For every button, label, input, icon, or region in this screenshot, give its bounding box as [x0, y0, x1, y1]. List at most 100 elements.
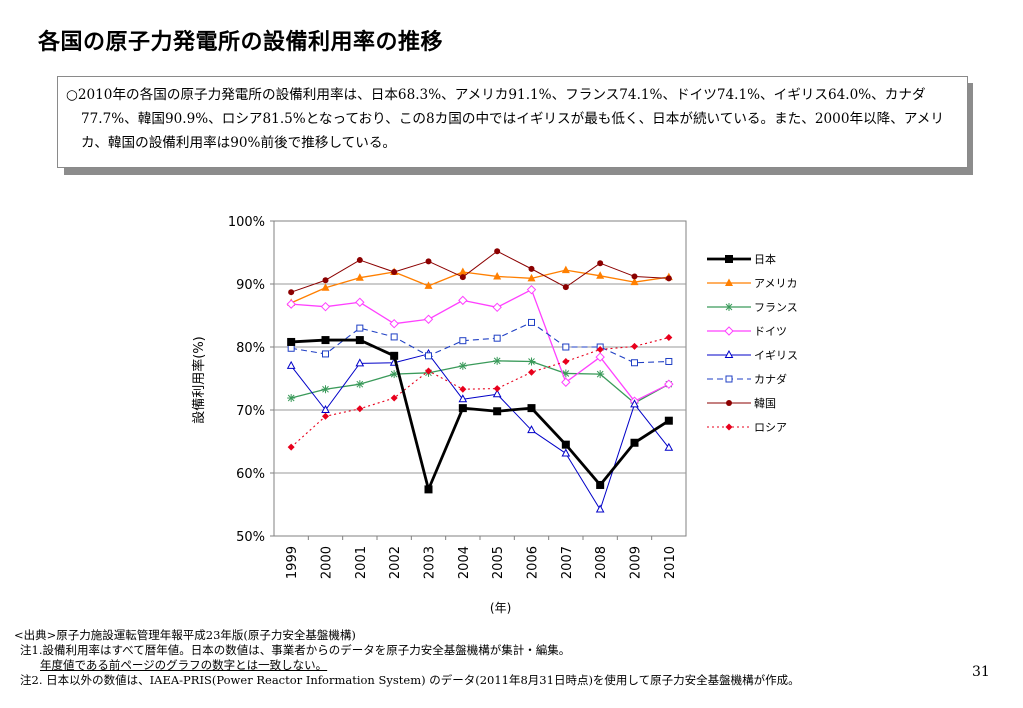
y-tick-label: 70%: [236, 404, 265, 419]
data-point: [562, 343, 570, 351]
series-カナダ: [287, 318, 673, 367]
legend-label: 韓国: [754, 397, 776, 410]
data-point: [355, 336, 364, 345]
data-point: [492, 302, 502, 313]
data-point: [597, 260, 604, 267]
summary-text: ○2010年の各国の原子力発電所の設備利用率は、日本68.3%、アメリカ91.1…: [66, 87, 944, 151]
data-point: [528, 318, 535, 326]
x-tick-label: 2005: [491, 546, 506, 579]
x-axis-label: (年): [490, 601, 511, 615]
series-line: [291, 289, 670, 402]
data-point: [562, 284, 569, 291]
series-日本: [287, 336, 673, 494]
data-point: [664, 442, 674, 451]
data-point: [596, 370, 605, 379]
legend-entry: ロシア: [707, 421, 787, 434]
legend-entry: 韓国: [707, 397, 776, 410]
data-point: [630, 399, 639, 408]
data-point: [391, 269, 398, 276]
data-point: [561, 377, 571, 387]
legend-label: フランス: [754, 301, 798, 314]
x-tick-label: 2007: [560, 546, 575, 579]
series-line: [290, 353, 670, 511]
data-point: [493, 334, 501, 342]
series-line: [290, 337, 669, 448]
note-1-emphasis: 年度値である前ページのグラフの数字とは一致しない。: [40, 658, 328, 672]
page-number: 31: [972, 664, 990, 680]
data-point: [390, 394, 398, 402]
legend-marker: [725, 303, 733, 311]
data-point: [458, 295, 468, 306]
data-point: [528, 265, 535, 272]
x-tick-label: 2008: [594, 546, 609, 579]
summary-box: ○2010年の各国の原子力発電所の設備利用率は、日本68.3%、アメリカ91.1…: [57, 76, 968, 168]
source-note: <出典>原子力施設運転管理年報平成23年版(原子力安全基盤機構): [14, 628, 356, 642]
data-point: [458, 394, 468, 403]
data-point: [596, 271, 605, 279]
data-point: [562, 357, 570, 365]
data-point: [631, 359, 638, 367]
data-point: [321, 336, 330, 345]
data-point: [390, 333, 398, 341]
data-point: [665, 357, 673, 365]
legend-entry: 日本: [707, 252, 776, 266]
legend-entry: アメリカ: [707, 277, 797, 290]
legend-label: イギリス: [754, 349, 798, 362]
data-point: [631, 273, 638, 280]
data-point: [561, 265, 570, 274]
plot-area: [273, 220, 687, 537]
note-2: 注2. 日本以外の数値は、IAEA-PRIS(Power Reactor Inf…: [20, 673, 800, 687]
data-point: [389, 318, 399, 329]
data-point: [458, 267, 467, 276]
series-ドイツ: [286, 284, 674, 406]
legend-entry: イギリス: [707, 349, 798, 362]
legend-label: ドイツ: [754, 325, 787, 338]
legend-marker: [726, 400, 732, 406]
data-point: [493, 356, 502, 365]
x-tick-label: 2001: [354, 546, 369, 579]
legend-entry: カナダ: [707, 372, 787, 386]
data-point: [425, 367, 432, 375]
y-tick-label: 100%: [228, 215, 265, 230]
data-point: [321, 385, 330, 394]
x-tick-label: 2009: [629, 546, 644, 579]
data-point: [459, 385, 467, 393]
data-point: [595, 352, 605, 362]
data-point: [630, 277, 639, 286]
x-tick-label: 2000: [320, 546, 335, 579]
series-line: [291, 250, 669, 293]
x-tick-label: 2010: [663, 546, 678, 579]
data-point: [424, 281, 433, 289]
legend-label: ロシア: [754, 421, 787, 434]
data-point: [288, 289, 295, 296]
data-point: [287, 443, 295, 451]
data-point: [596, 346, 604, 354]
data-point: [527, 273, 536, 282]
y-tick-label: 50%: [236, 530, 265, 545]
series-ロシア: [287, 334, 673, 451]
series-line: [291, 360, 670, 404]
data-point: [321, 404, 330, 413]
data-point: [494, 248, 501, 255]
data-point: [355, 297, 365, 307]
y-tick-label: 60%: [236, 467, 265, 482]
data-point: [561, 448, 571, 457]
slide-title: 各国の原子力発電所の設備利用率の推移: [38, 30, 444, 55]
data-point: [286, 360, 296, 369]
data-point: [664, 416, 673, 425]
data-point: [664, 379, 674, 389]
data-point: [425, 352, 432, 360]
data-point: [459, 337, 467, 345]
data-point: [665, 275, 672, 282]
x-tick-label: 2006: [526, 546, 541, 579]
series-line: [290, 269, 669, 304]
notes-block: <出典>原子力施設運転管理年報平成23年版(原子力安全基盤機構) 注1.設備利用…: [14, 628, 800, 688]
data-point: [458, 361, 467, 370]
data-point: [595, 504, 605, 513]
legend-marker: [724, 326, 734, 336]
data-point: [492, 389, 502, 398]
series-line: [291, 321, 669, 364]
data-point: [355, 380, 364, 389]
data-point: [390, 351, 399, 360]
